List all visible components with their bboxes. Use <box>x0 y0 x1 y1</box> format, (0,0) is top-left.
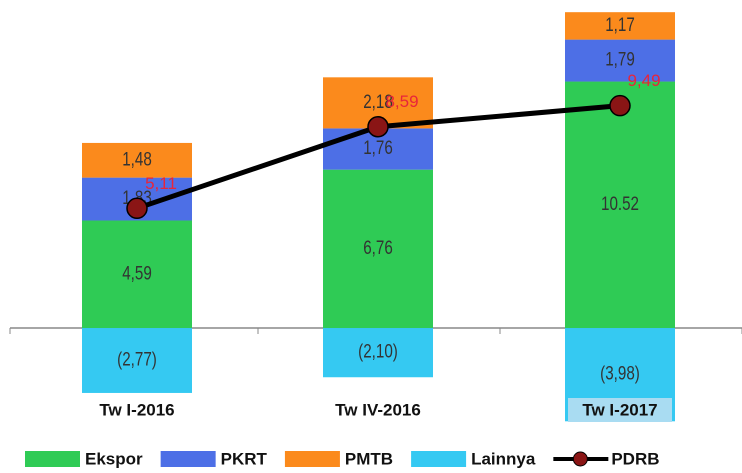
x-tick-label: Tw I-2016 <box>99 400 174 419</box>
line-label: 5,11 <box>145 174 177 193</box>
legend-label: PKRT <box>221 449 268 468</box>
x-tick-label: Tw I-2017 <box>582 400 657 419</box>
legend-swatch <box>160 451 216 467</box>
line-label: 9,49 <box>627 71 660 90</box>
line-marker <box>126 197 148 220</box>
bar-segment <box>82 220 192 329</box>
legend-label: Ekspor <box>85 449 143 468</box>
bar-segment <box>565 81 675 329</box>
legend-label: Lainnya <box>471 449 536 468</box>
legend-marker <box>572 451 588 467</box>
legend-swatch <box>25 451 80 467</box>
legend-label: PDRB <box>611 449 659 468</box>
legend-swatch <box>284 451 340 467</box>
data-label: (3,98) <box>600 362 640 384</box>
line-marker <box>367 116 389 138</box>
bar-segment <box>565 39 675 82</box>
bar-segment <box>323 328 433 378</box>
data-label: 1,76 <box>363 136 393 158</box>
legend-swatch <box>411 451 467 467</box>
line-marker <box>609 94 631 117</box>
data-label: (2,10) <box>358 340 398 362</box>
data-label: 10.52 <box>601 192 639 214</box>
data-label: 1,17 <box>605 13 635 35</box>
data-label: 1,48 <box>122 148 152 170</box>
data-label: (2,77) <box>117 348 157 370</box>
bar-segment <box>82 142 192 178</box>
bar-segment <box>82 328 192 393</box>
data-label: 1,79 <box>605 48 635 70</box>
data-label: 2,18 <box>363 90 393 112</box>
line-label: 8,59 <box>385 92 418 111</box>
bar-segment <box>323 169 433 329</box>
data-label: 6,76 <box>363 236 393 258</box>
x-tick-label: Tw IV-2016 <box>335 400 421 419</box>
data-label: 4,59 <box>122 262 152 284</box>
category-highlight <box>568 398 672 422</box>
bar-segment <box>565 12 675 40</box>
legend-label: PMTB <box>345 449 393 468</box>
